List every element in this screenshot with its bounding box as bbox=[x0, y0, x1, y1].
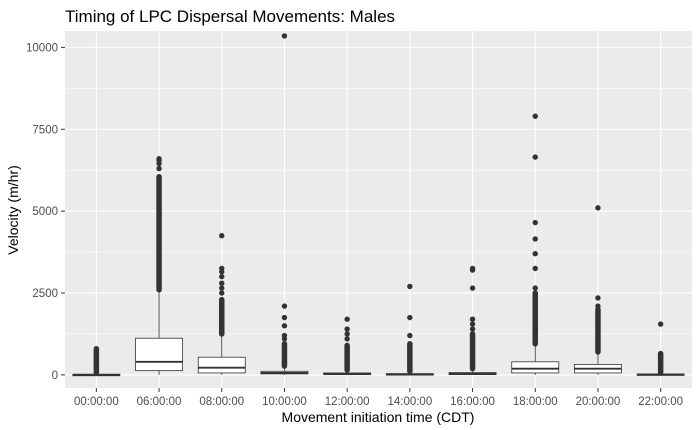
outlier-point bbox=[344, 316, 350, 322]
y-axis: 0 2500 5000 7500 10000 bbox=[26, 42, 65, 382]
outlier-point bbox=[344, 326, 350, 332]
outlier-point bbox=[407, 332, 413, 339]
outlier-point bbox=[532, 113, 538, 119]
boxplot-14:00:00 bbox=[385, 283, 434, 376]
outlier-point bbox=[532, 285, 538, 291]
boxplot-22:00:00 bbox=[636, 321, 685, 376]
x-tick-label: 12:00:00 bbox=[325, 396, 370, 408]
x-tick-label: 20:00:00 bbox=[576, 396, 621, 408]
outlier-point bbox=[219, 285, 225, 291]
x-tick-label: 00:00:00 bbox=[74, 396, 119, 408]
boxplots bbox=[72, 33, 685, 377]
outlier-point bbox=[595, 295, 601, 301]
x-axis-title: Movement initiation time (CDT) bbox=[282, 409, 475, 425]
boxplot-20:00:00 bbox=[574, 205, 622, 375]
y-axis-title: Velocity (m/hr) bbox=[5, 165, 21, 254]
outlier-point bbox=[344, 336, 350, 342]
outlier-point bbox=[595, 303, 601, 309]
x-tick-label: 14:00:00 bbox=[387, 396, 432, 408]
chart-title: Timing of LPC Dispersal Movements: Males bbox=[65, 7, 395, 26]
minor-gridlines bbox=[65, 88, 692, 335]
x-tick-label: 18:00:00 bbox=[513, 396, 558, 408]
outlier-point bbox=[469, 285, 476, 291]
x-tick-label: 16:00:00 bbox=[450, 396, 495, 408]
x-tick-label: 22:00:00 bbox=[638, 396, 683, 408]
outlier-point bbox=[281, 33, 288, 39]
x-tick-label: 10:00:00 bbox=[262, 396, 307, 408]
outlier-point bbox=[219, 265, 225, 272]
outlier-point bbox=[281, 314, 288, 321]
y-tick-label: 5000 bbox=[32, 206, 58, 218]
outlier-point bbox=[219, 273, 225, 280]
outlier-point bbox=[595, 205, 601, 211]
outlier-point bbox=[532, 154, 538, 160]
boxplot-00:00:00 bbox=[72, 345, 121, 377]
boxplot-16:00:00 bbox=[448, 265, 497, 375]
boxplot-08:00:00 bbox=[197, 233, 246, 375]
outlier-point bbox=[469, 265, 476, 272]
outlier-point bbox=[219, 280, 225, 286]
outlier-point bbox=[532, 251, 538, 257]
box bbox=[197, 356, 246, 374]
outlier-point bbox=[281, 332, 288, 339]
boxplot-10:00:00 bbox=[260, 33, 309, 375]
y-tick-label: 7500 bbox=[32, 124, 58, 136]
box bbox=[135, 337, 183, 372]
boxplot-12:00:00 bbox=[323, 316, 372, 375]
outlier-point bbox=[407, 283, 413, 290]
outlier-point bbox=[469, 321, 476, 327]
outlier-point bbox=[532, 265, 538, 272]
outlier-point bbox=[532, 236, 538, 242]
outlier-point bbox=[156, 156, 162, 162]
x-axis: 00:00:00 06:00:00 08:00:00 10:00:00 12:00:00… bbox=[74, 388, 683, 408]
boxplot-06:00:00 bbox=[135, 156, 183, 375]
x-tick-label: 06:00:00 bbox=[137, 396, 182, 408]
plot-panel bbox=[65, 31, 692, 388]
outlier-point bbox=[281, 323, 288, 329]
outlier-point bbox=[469, 316, 476, 322]
outlier-point bbox=[407, 314, 413, 321]
boxplot-18:00:00 bbox=[511, 113, 560, 375]
outlier-point bbox=[156, 165, 162, 172]
box bbox=[511, 361, 560, 374]
outlier-point bbox=[219, 290, 225, 296]
y-tick-label: 10000 bbox=[26, 42, 58, 54]
outlier-point bbox=[532, 219, 538, 226]
outlier-point bbox=[657, 321, 664, 327]
outlier-point bbox=[219, 233, 225, 239]
outlier-point bbox=[281, 303, 288, 309]
x-tick-label: 08:00:00 bbox=[199, 396, 244, 408]
y-tick-label: 2500 bbox=[32, 288, 58, 300]
y-tick-label: 0 bbox=[52, 370, 58, 382]
outlier-point bbox=[469, 326, 476, 332]
outlier-point bbox=[344, 331, 350, 337]
